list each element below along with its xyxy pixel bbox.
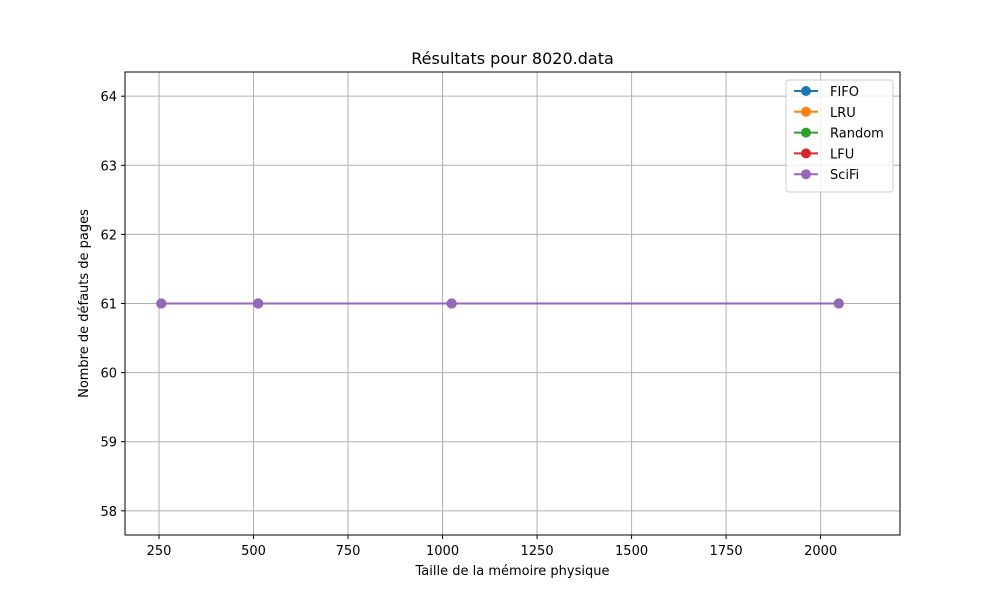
data-point-scifi bbox=[833, 298, 844, 309]
legend-marker-lru bbox=[801, 106, 811, 117]
x-tick-label: 500 bbox=[241, 544, 266, 559]
legend: FIFO LRU Random LFU SciFi bbox=[785, 79, 894, 193]
y-tick-label: 64 bbox=[100, 90, 117, 105]
y-axis-label: Nombre de défauts de pages bbox=[77, 209, 92, 398]
legend-box bbox=[785, 79, 894, 193]
x-tick-label: 1000 bbox=[426, 544, 459, 559]
plot-series bbox=[156, 298, 844, 309]
axis-ticks: 250 500 750 1000 1250 1500 1750 2000 58 59 60 61 62 6… bbox=[100, 90, 837, 559]
x-tick-label: 750 bbox=[336, 544, 361, 559]
x-tick-label: 2000 bbox=[804, 544, 837, 559]
data-point-scifi bbox=[446, 298, 457, 309]
chart-title: Résultats pour 8020.data bbox=[411, 49, 614, 68]
y-tick-label: 60 bbox=[100, 367, 117, 382]
legend-marker-random bbox=[801, 127, 811, 138]
data-point-scifi bbox=[156, 298, 167, 309]
legend-label-lfu: LFU bbox=[830, 147, 854, 162]
legend-label-fifo: FIFO bbox=[830, 85, 859, 100]
x-tick-label: 1500 bbox=[615, 544, 648, 559]
x-tick-label: 250 bbox=[147, 544, 172, 559]
legend-marker-fifo bbox=[801, 86, 811, 96]
legend-label-random: Random bbox=[830, 127, 884, 142]
x-tick-label: 1250 bbox=[521, 544, 554, 559]
x-axis-label: Taille de la mémoire physique bbox=[415, 564, 610, 579]
legend-marker-scifi bbox=[801, 169, 811, 180]
y-tick-label: 59 bbox=[100, 436, 117, 451]
y-tick-label: 63 bbox=[100, 159, 117, 174]
legend-label-lru: LRU bbox=[830, 106, 856, 121]
x-tick-label: 1750 bbox=[710, 544, 743, 559]
y-tick-label: 58 bbox=[100, 505, 117, 520]
legend-marker-lfu bbox=[801, 148, 811, 159]
y-tick-label: 62 bbox=[100, 228, 117, 243]
data-point-scifi bbox=[253, 298, 264, 309]
legend-label-scifi: SciFi bbox=[830, 168, 859, 183]
y-tick-label: 61 bbox=[100, 298, 117, 313]
